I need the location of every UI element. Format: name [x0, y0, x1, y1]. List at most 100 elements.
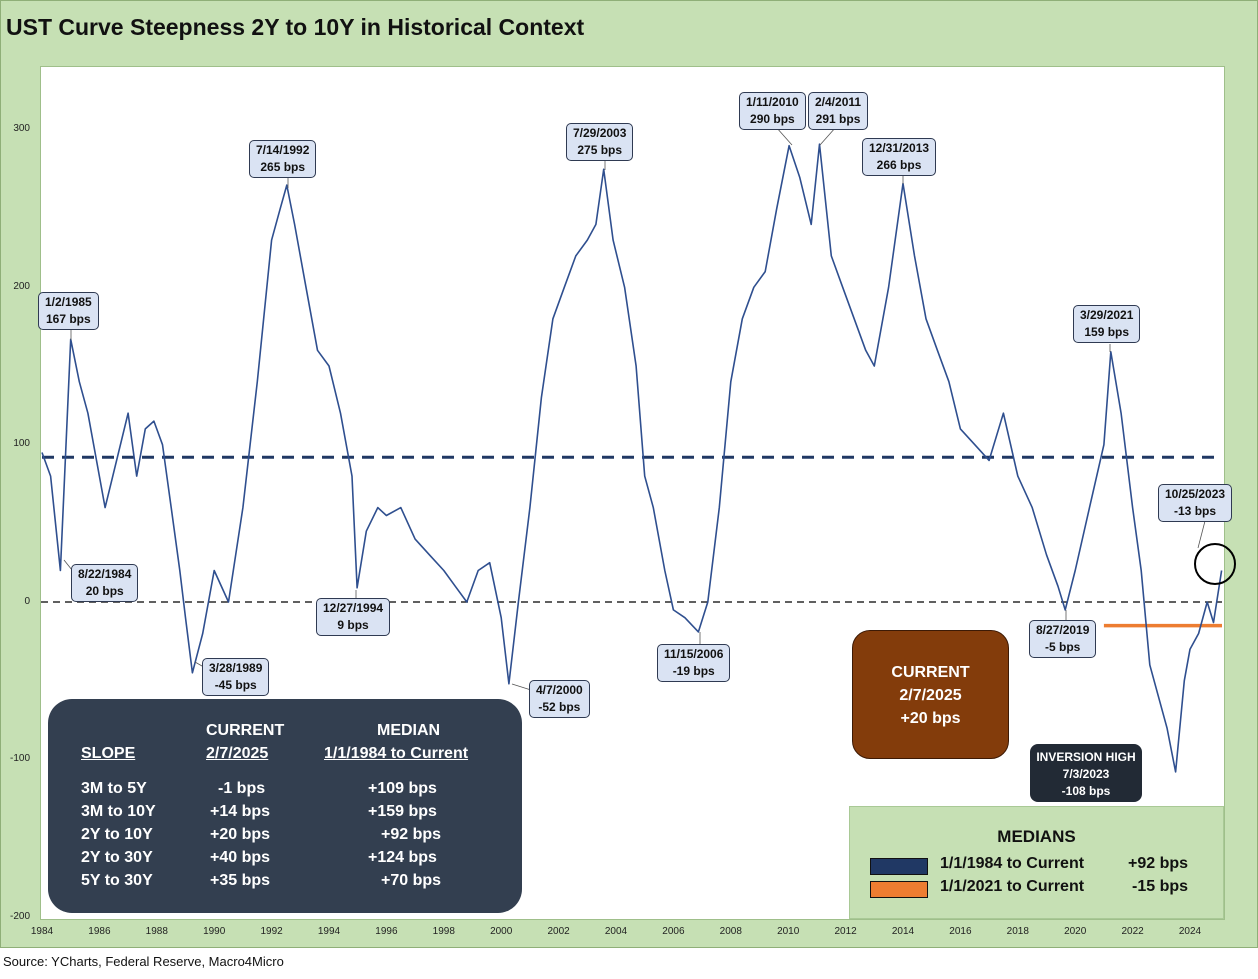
- callout-value: -45 bps: [214, 678, 257, 692]
- row-median: +159 bps: [368, 803, 437, 820]
- callout-date: 1/2/1985: [45, 295, 92, 309]
- header-median-2: 1/1/1984 to Current: [324, 745, 469, 762]
- callout-1994: 12/27/1994 9 bps: [316, 598, 391, 636]
- callout-2023: 10/25/2023 -13 bps: [1158, 484, 1233, 522]
- row-slope: 3M to 5Y: [81, 780, 147, 797]
- callout-1984: 8/22/1984 20 bps: [71, 564, 139, 602]
- x-tick-label: 1988: [145, 926, 168, 937]
- row-slope: 5Y to 30Y: [81, 872, 153, 889]
- callout-date: 3/28/1989: [209, 661, 263, 675]
- x-tick-label: 2012: [834, 926, 857, 937]
- callout-value: 291 bps: [815, 112, 861, 126]
- callout-value: -5 bps: [1045, 640, 1081, 654]
- callout-date: 7/14/1992: [256, 143, 310, 157]
- callout-1992: 7/14/1992 265 bps: [249, 140, 317, 178]
- x-tick-label: 1998: [432, 926, 455, 937]
- x-tick-label: 2020: [1064, 926, 1087, 937]
- row-current: +40 bps: [210, 849, 271, 866]
- y-tick-label: 0: [24, 596, 30, 607]
- current-value-box: CURRENT 2/7/2025 +20 bps: [852, 630, 1009, 759]
- callout-2000: 4/7/2000 -52 bps: [529, 680, 590, 718]
- header-median-1: MEDIAN: [377, 722, 441, 739]
- y-tick-label: 200: [13, 281, 30, 292]
- callout-value: -19 bps: [672, 664, 715, 678]
- legend-value: +92 bps: [1128, 855, 1189, 872]
- x-tick-label: 1996: [375, 926, 398, 937]
- series-2y10y-line: [41, 143, 1223, 773]
- legend-period: 1/1/1984 to Current: [940, 855, 1085, 872]
- callout-date: 8/27/2019: [1036, 623, 1090, 637]
- x-tick-label: 2004: [604, 926, 628, 937]
- chart-title: UST Curve Steepness 2Y to 10Y in Histori…: [6, 14, 585, 40]
- x-tick-label: 1986: [88, 926, 111, 937]
- source-note: Source: YCharts, Federal Reserve, Macro4…: [3, 954, 284, 969]
- callout-2010: 1/11/2010 290 bps: [739, 92, 806, 130]
- x-tick-label: 2010: [777, 926, 800, 937]
- callout-date: 10/25/2023: [1165, 487, 1226, 501]
- callout-2021: 3/29/2021 159 bps: [1073, 305, 1141, 343]
- callout-date: 11/15/2006: [664, 647, 724, 661]
- x-tick-label: 1984: [30, 926, 54, 937]
- callout-value: 159 bps: [1084, 325, 1130, 339]
- legend-period: 1/1/2021 to Current: [940, 878, 1085, 895]
- x-tick-label: 2014: [891, 926, 915, 937]
- row-current: +14 bps: [210, 803, 271, 820]
- x-tick-label: 2002: [547, 926, 570, 937]
- x-tick-label: 2006: [662, 926, 685, 937]
- callout-1985: 1/2/1985 167 bps: [38, 292, 99, 330]
- callout-date: 8/22/1984: [78, 567, 132, 581]
- x-tick-label: 2022: [1121, 926, 1144, 937]
- x-tick-label: 1994: [317, 926, 341, 937]
- callout-date: 2/4/2011: [815, 95, 862, 109]
- summary-table: CURRENT MEDIAN SLOPE 2/7/2025 1/1/1984 t…: [48, 699, 522, 913]
- callout-value: 290 bps: [750, 112, 795, 126]
- callout-value: -13 bps: [1174, 504, 1217, 518]
- x-tick-label: 2016: [949, 926, 972, 937]
- header-current-2: 2/7/2025: [206, 745, 269, 762]
- callout-2011: 2/4/2011 291 bps: [808, 92, 869, 130]
- callout-value: 275 bps: [577, 143, 623, 157]
- x-tick-label: 2018: [1006, 926, 1029, 937]
- callout-2019: 8/27/2019 -5 bps: [1029, 620, 1097, 658]
- row-median: +124 bps: [368, 849, 437, 866]
- inversion-high-box: INVERSION HIGH 7/3/2023 -108 bps: [1030, 744, 1142, 802]
- inversion-label: INVERSION HIGH: [1036, 750, 1136, 764]
- callout-value: 167 bps: [46, 312, 91, 326]
- y-tick-label: -100: [9, 753, 30, 764]
- current-box-label: CURRENT: [891, 664, 970, 681]
- callout-value: 9 bps: [337, 618, 369, 632]
- row-current: -1 bps: [218, 780, 266, 797]
- legend-swatch-1984: [870, 858, 928, 875]
- current-box-date: 2/7/2025: [899, 687, 962, 704]
- row-slope: 3M to 10Y: [81, 803, 156, 820]
- row-slope: 2Y to 30Y: [81, 849, 153, 866]
- x-tick-label: 2000: [490, 926, 513, 937]
- callout-2006: 11/15/2006 -19 bps: [657, 644, 731, 682]
- inversion-date: 7/3/2023: [1062, 767, 1110, 781]
- callout-2003: 7/29/2003 275 bps: [566, 123, 634, 161]
- callout-date: 7/29/2003: [573, 126, 627, 140]
- x-tick-label: 2008: [719, 926, 742, 937]
- row-current: +35 bps: [210, 872, 271, 889]
- current-box-value: +20 bps: [900, 710, 961, 727]
- x-tick-label: 2024: [1178, 926, 1202, 937]
- legend-value: -15 bps: [1132, 878, 1189, 895]
- callout-value: -52 bps: [538, 700, 581, 714]
- y-tick-label: 100: [13, 438, 30, 449]
- y-tick-label: -200: [9, 911, 30, 922]
- y-tick-label: 300: [13, 123, 30, 134]
- header-slope: SLOPE: [81, 745, 136, 762]
- medians-legend: MEDIANS 1/1/1984 to Current +92 bps 1/1/…: [849, 806, 1224, 919]
- x-tick-label: 1990: [203, 926, 226, 937]
- row-median: +109 bps: [368, 780, 437, 797]
- current-highlight-circle: [1194, 543, 1236, 585]
- inversion-value: -108 bps: [1061, 784, 1111, 798]
- legend-swatch-2021: [870, 881, 928, 898]
- row-median: +92 bps: [381, 826, 442, 843]
- row-slope: 2Y to 10Y: [81, 826, 153, 843]
- callout-date: 1/11/2010: [746, 95, 799, 109]
- callout-2013: 12/31/2013 266 bps: [862, 138, 937, 176]
- row-current: +20 bps: [210, 826, 271, 843]
- medians-title: MEDIANS: [997, 827, 1076, 846]
